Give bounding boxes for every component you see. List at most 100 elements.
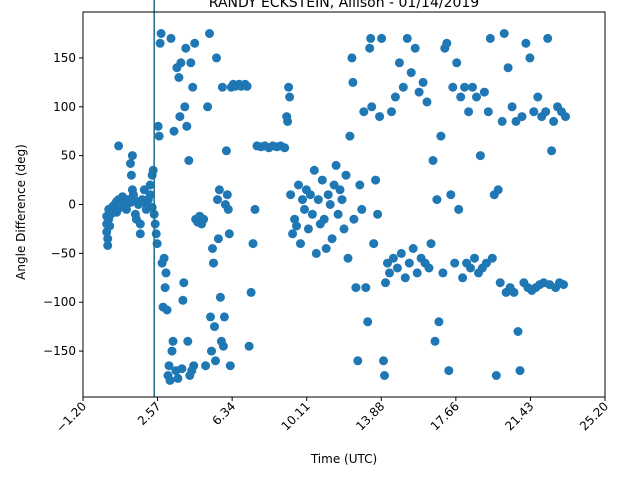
data-point [286, 190, 296, 200]
data-point [452, 58, 462, 68]
data-point [541, 107, 551, 117]
data-point [479, 87, 489, 97]
data-point [347, 53, 357, 63]
data-point [305, 190, 315, 200]
data-point [418, 77, 428, 87]
data-point [290, 214, 300, 224]
data-point [215, 292, 225, 302]
data-point [385, 268, 394, 278]
data-point [430, 336, 440, 346]
data-point [331, 160, 341, 170]
x-tick-label: 2.57 [135, 399, 164, 428]
data-point [148, 165, 158, 175]
data-point [246, 287, 256, 297]
data-point [438, 268, 448, 278]
data-point [426, 239, 436, 249]
data-point [122, 204, 131, 214]
data-point [481, 258, 491, 268]
data-point [497, 116, 507, 126]
data-point [394, 58, 404, 68]
y-tick-label: 0 [68, 198, 76, 212]
data-point [317, 175, 327, 185]
data-point [225, 361, 235, 371]
data-point [454, 204, 464, 214]
data-point [188, 82, 198, 92]
data-point [219, 312, 229, 322]
data-point [175, 112, 185, 122]
data-point [387, 107, 396, 117]
y-axis-ticks: −150 −100 −50 0 50 100 150 [43, 51, 83, 358]
y-axis-label: Angle Difference (deg) [14, 144, 28, 280]
data-point [464, 107, 474, 117]
data-point [333, 209, 343, 219]
data-point [135, 219, 145, 229]
data-point [135, 229, 145, 239]
data-point [521, 38, 531, 48]
data-point [210, 322, 219, 332]
data-point [103, 241, 113, 250]
data-point [509, 287, 519, 297]
data-point [388, 253, 398, 263]
data-point [515, 366, 525, 376]
data-point [179, 278, 189, 288]
data-point [434, 317, 444, 327]
data-point [533, 92, 543, 102]
data-point [375, 112, 385, 122]
data-point [369, 239, 379, 249]
data-point [183, 336, 193, 346]
data-point [517, 112, 527, 122]
data-point [529, 107, 539, 117]
data-point [408, 244, 418, 253]
data-point [103, 234, 113, 244]
data-point [223, 204, 233, 214]
data-point [206, 312, 215, 322]
data-point [298, 195, 307, 205]
data-point [400, 273, 410, 283]
x-axis-label: Time (UTC) [310, 452, 377, 466]
data-point [442, 38, 452, 48]
data-point [169, 126, 179, 136]
data-point [365, 43, 375, 53]
data-point [337, 195, 347, 205]
data-point [371, 175, 381, 185]
data-point [213, 195, 222, 205]
data-point [366, 33, 376, 43]
y-tick-label: −100 [43, 295, 76, 309]
data-point [448, 82, 458, 92]
data-point [309, 165, 319, 175]
data-point [205, 29, 214, 38]
data-point [153, 121, 163, 131]
data-point [325, 200, 335, 209]
data-point [327, 234, 337, 244]
data-point [303, 224, 313, 234]
data-point [549, 116, 559, 126]
data-point [345, 131, 355, 141]
data-point [199, 214, 209, 224]
data-point [126, 159, 135, 168]
data-point [458, 273, 468, 283]
data-point [208, 244, 217, 253]
data-point [221, 146, 231, 156]
data-point [495, 278, 505, 288]
data-point [381, 278, 390, 288]
data-point [154, 131, 164, 141]
data-point [436, 131, 446, 141]
data-point [150, 219, 160, 229]
data-point [300, 204, 309, 214]
data-point [424, 263, 434, 273]
data-point [507, 102, 517, 112]
data-point [383, 258, 392, 268]
data-point [341, 170, 351, 180]
data-point [468, 82, 477, 92]
data-point [242, 81, 252, 91]
data-point [311, 248, 321, 258]
data-point [184, 156, 194, 165]
data-point [414, 87, 424, 97]
data-point [559, 280, 568, 290]
data-point [145, 180, 155, 190]
data-point [379, 356, 388, 366]
x-tick-label: 25.20 [577, 399, 611, 433]
data-point [359, 107, 369, 117]
data-point [174, 73, 184, 82]
data-point [160, 283, 170, 293]
